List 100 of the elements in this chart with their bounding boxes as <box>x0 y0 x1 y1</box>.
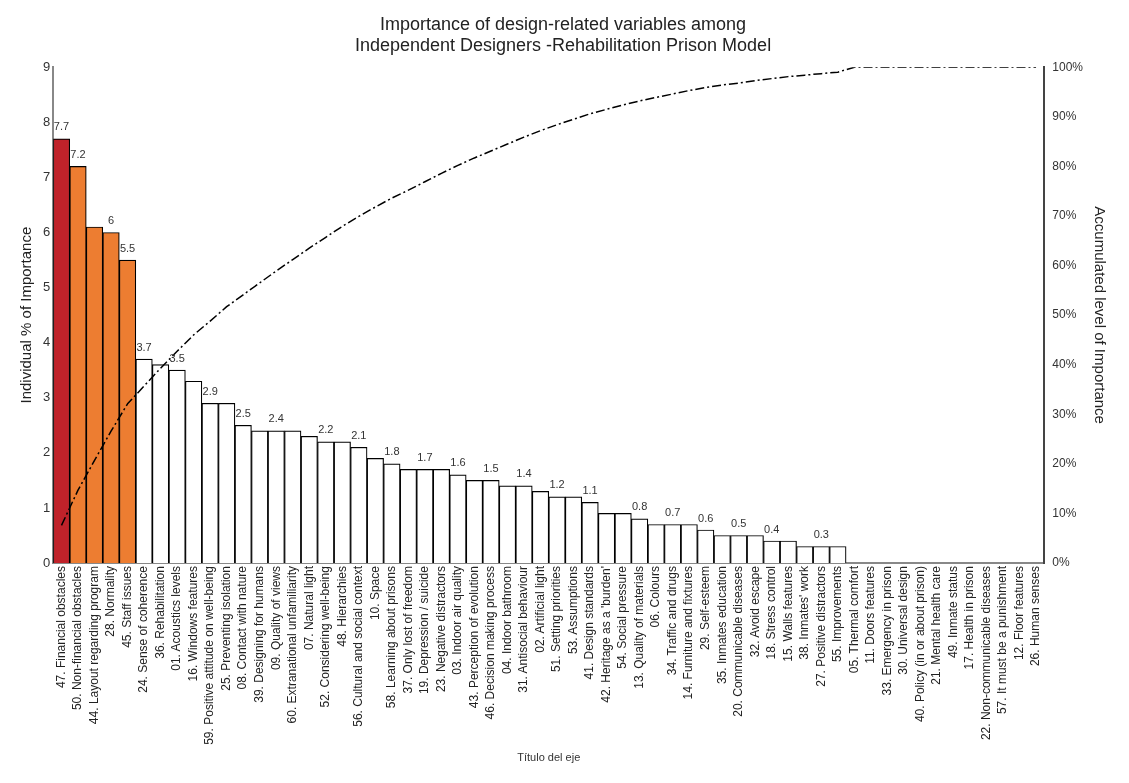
x-tick-label: 03. Indoor air quality <box>450 566 465 675</box>
y2-tick-label: 0% <box>1052 555 1070 570</box>
x-tick-label: 04. Indoor bathroom <box>499 566 514 675</box>
y-tick-label: 6 <box>43 224 51 240</box>
x-tick-label: 39. Designing for humans <box>252 566 267 703</box>
y2-tick-label: 10% <box>1052 505 1077 520</box>
data-label: 2.5 <box>235 406 251 419</box>
x-tick-label: 31. Antisocial behaviour <box>516 566 531 693</box>
y-tick-label: 8 <box>43 113 51 129</box>
y2-tick-label: 60% <box>1052 257 1077 272</box>
x-tick-label: 20. Communicable diseases <box>731 566 746 717</box>
x-tick-label: 52. Considering well-being <box>318 566 333 708</box>
x-tick-label: 30. Universal design <box>896 566 911 675</box>
data-label: 2.2 <box>318 423 334 436</box>
y-tick-label: 1 <box>43 499 51 515</box>
x-tick-label: 05. Thermal comfort <box>846 565 861 674</box>
x-tick-label: 43. Perception of evolution <box>466 566 481 709</box>
y2-tick-label: 40% <box>1052 357 1077 372</box>
data-label: 6 <box>107 214 115 227</box>
x-tick-label: 58. Learning about prisons <box>384 566 399 709</box>
data-label: 2.4 <box>268 412 284 425</box>
data-label: 3.7 <box>136 340 152 353</box>
y2-tick-label: 70% <box>1052 208 1077 223</box>
x-tick-label: 41. Design standards <box>582 566 597 680</box>
x-tick-label: 37. Only lost of freedom <box>400 566 415 694</box>
y2-tick-label: 20% <box>1052 456 1077 471</box>
data-label: 1.5 <box>483 461 499 474</box>
x-tick-label: 25. Preventing isolation <box>218 566 233 691</box>
x-tick-label: 33. Emergency in prison <box>879 566 894 696</box>
data-label: 0.4 <box>764 522 780 535</box>
x-tick-label: 08. Contact with nature <box>235 565 250 690</box>
x-tick-label: 55. Improvements <box>830 566 845 663</box>
y2-tick-label: 50% <box>1052 307 1077 322</box>
x-tick-label: 56. Cultural and social context <box>351 565 366 727</box>
x-tick-label: 49. Inmate status <box>945 566 960 659</box>
x-tick-label: 38. Inmates' work <box>797 565 812 660</box>
x-tick-label: 51. Setting priorities <box>549 566 564 673</box>
x-tick-label: 17. Health in prison <box>962 566 977 670</box>
data-label: 7.7 <box>53 120 70 133</box>
y2-axis-title: Accumulated level of Importance <box>1091 206 1109 424</box>
x-tick-label: 22. Non-communicable diseases <box>978 566 993 741</box>
x-tick-label: 42. Heritage as a 'burden' <box>598 566 613 703</box>
x-tick-label: 29. Self-esteem <box>698 566 712 651</box>
data-label: 2.9 <box>202 384 218 397</box>
x-tick-label: 10. Space <box>367 565 382 621</box>
x-tick-label: 13. Quality of materials <box>631 566 646 689</box>
x-tick-label: 35. Inmates education <box>714 566 729 685</box>
x-tick-label: 21. Mental health care <box>929 565 944 685</box>
data-label: 0.3 <box>813 528 829 541</box>
x-tick-label: 53. Assumptions <box>565 566 580 655</box>
x-tick-label: 34. Traffic and drugs <box>664 566 679 676</box>
y2-tick-label: 90% <box>1052 109 1077 124</box>
y2-tick-label: 30% <box>1052 406 1077 421</box>
x-tick-label: 09. Quality of views <box>268 566 283 671</box>
x-tick-label: 06. Colours <box>648 566 663 628</box>
x-tick-label: 45. Staff issues <box>119 566 134 648</box>
data-label: 0.8 <box>631 500 648 513</box>
x-tick-label: 60. Extranational unfamiliarity <box>285 566 300 724</box>
data-label: 1.4 <box>516 467 532 480</box>
x-tick-label: 18. Stress control <box>764 566 779 660</box>
x-tick-label: 14. Furniture and fixtures <box>681 566 696 700</box>
data-label: 0.7 <box>665 505 681 518</box>
y-tick-label: 4 <box>43 334 51 350</box>
y2-tick-label: 100% <box>1052 59 1084 74</box>
y-tick-label: 3 <box>43 389 51 405</box>
data-label: 1.8 <box>384 445 400 458</box>
data-label: 1.7 <box>417 450 433 463</box>
x-tick-label: 24. Sense of coherence <box>136 565 151 693</box>
x-tick-label: 57. It must be a punishment <box>995 565 1010 715</box>
y-tick-label: 7 <box>43 168 51 184</box>
x-tick-label: 32. Avoid escape <box>747 565 762 658</box>
data-label: 2.1 <box>351 428 367 441</box>
y-tick-label: 9 <box>43 58 51 74</box>
x-tick-label: 27. Positive distractors <box>813 566 828 687</box>
x-tick-label: 59. Positive attitude on well-being <box>202 566 217 745</box>
x-tick-label: 48. Hierarchies <box>334 566 349 647</box>
x-tick-label: 47. Financial obstacles <box>53 566 68 689</box>
x-tick-label: 28. Normality <box>103 566 118 637</box>
y-tick-label: 0 <box>43 554 51 570</box>
data-label: 7.2 <box>70 147 86 160</box>
x-axis-title: Título del eje <box>517 751 581 764</box>
x-tick-label: 02. Artificial light <box>532 565 547 653</box>
x-tick-label: 23. Negative distractors <box>433 566 448 693</box>
y-tick-label: 5 <box>43 279 51 295</box>
x-tick-label: 46. Decision making process <box>483 566 498 720</box>
data-label: 0.6 <box>698 511 714 524</box>
chart-title: Importance of design-related variables among Independent Designers -Rehabilitation Prison Model <box>354 13 772 56</box>
x-tick-label: 07. Natural light <box>301 565 316 651</box>
data-label: 1.2 <box>549 478 565 491</box>
y2-tick-label: 80% <box>1052 158 1077 173</box>
data-label: 0.5 <box>731 517 747 530</box>
x-tick-label: 11. Doors features <box>863 566 878 664</box>
y-tick-label: 2 <box>43 444 51 460</box>
x-tick-label: 15. Walls features <box>780 566 795 662</box>
x-tick-label: 50. Non-financial obstacles <box>70 566 85 711</box>
x-tick-label: 54. Social pressure <box>615 565 630 669</box>
y-axis-title: Individual % of Importance <box>17 226 35 404</box>
x-tick-label: 01. Acoustics levels <box>169 566 184 671</box>
data-label: 1.6 <box>450 456 466 469</box>
x-tick-label: 12. Floor features <box>1011 566 1026 661</box>
